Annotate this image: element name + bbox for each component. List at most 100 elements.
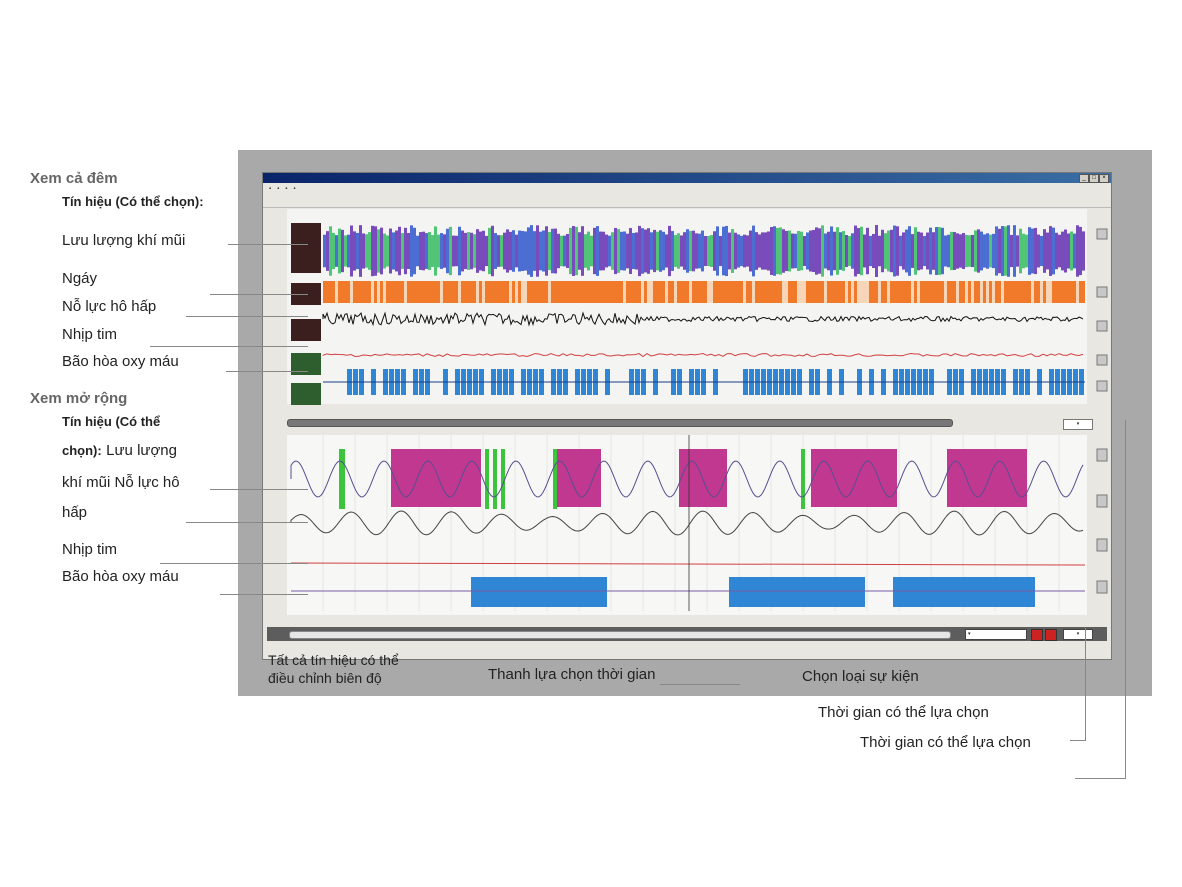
night-resp-effort-label: Nỗ lực hô hấp xyxy=(62,298,157,315)
night-spo2-label: Bão hòa oxy máu xyxy=(62,353,179,370)
snore-bar xyxy=(515,281,518,303)
menu-item[interactable]: ▪ xyxy=(293,186,296,192)
nasal-flow-bar xyxy=(680,235,683,267)
nasal-flow-bar xyxy=(410,225,413,277)
nasal-flow-bar xyxy=(899,235,902,267)
snore-bar xyxy=(1025,281,1028,303)
snore-bar xyxy=(608,281,611,303)
nasal-flow-bar xyxy=(623,231,626,271)
nasal-flow-bar xyxy=(983,234,986,268)
nasal-flow-bar xyxy=(569,227,572,275)
snore-bar xyxy=(860,281,863,303)
snore-bar xyxy=(629,281,632,303)
leader-line xyxy=(150,346,308,347)
time-window-select[interactable]: ▾ xyxy=(1063,629,1093,640)
nasal-flow-bar xyxy=(374,226,377,276)
nasal-flow-bar xyxy=(383,233,386,269)
snore-bar xyxy=(989,281,992,303)
close-button[interactable]: × xyxy=(1099,174,1109,183)
snore-bar xyxy=(935,281,938,303)
snore-bar xyxy=(875,281,878,303)
snore-bar xyxy=(947,281,950,303)
snore-bar xyxy=(1034,281,1037,303)
snore-bar xyxy=(602,281,605,303)
time-bar-label: Thanh lựa chọn thời gian xyxy=(488,666,656,683)
snore-bar xyxy=(1049,281,1052,303)
nasal-flow-bar xyxy=(1013,225,1016,277)
snore-bar xyxy=(1064,281,1067,303)
zoom-select[interactable]: ▾ xyxy=(1063,419,1093,430)
event-type-select[interactable]: ▾ xyxy=(965,629,1027,640)
next-event-button[interactable] xyxy=(1045,629,1057,641)
snore-bar xyxy=(779,281,782,303)
nasal-flow-bar xyxy=(542,230,545,272)
nasal-flow-bar xyxy=(731,229,734,273)
nasal-flow-bar xyxy=(860,226,863,276)
snore-bar xyxy=(968,281,971,303)
snore-bar xyxy=(506,281,509,303)
selectable-time-label-1: Thời gian có thể lựa chọn xyxy=(818,704,989,721)
nasal-flow-bar xyxy=(980,231,983,271)
snore-bar xyxy=(413,281,416,303)
snore-bar xyxy=(770,281,773,303)
nasal-flow-bar xyxy=(929,227,932,275)
snore-bar xyxy=(323,281,326,303)
nasal-flow-bar xyxy=(833,231,836,271)
snore-bar xyxy=(1031,281,1034,303)
nasal-flow-bar xyxy=(590,235,593,267)
snore-bar xyxy=(386,281,389,303)
nasal-flow-bar xyxy=(560,235,563,267)
snore-bar xyxy=(671,281,674,303)
snore-bar xyxy=(950,281,953,303)
time-selection-bar[interactable] xyxy=(289,631,951,639)
nasal-flow-bar xyxy=(491,225,494,277)
nasal-flow-bar xyxy=(635,232,638,270)
snore-bar xyxy=(641,281,644,303)
nasal-flow-bar xyxy=(755,232,758,270)
snore-bar xyxy=(605,281,608,303)
snore-bar xyxy=(941,281,944,303)
snore-bar xyxy=(755,281,758,303)
app-window: _ □ × ▪ ▪ ▪ ▪ ▾ ▾ ▾ xyxy=(262,172,1112,660)
nasal-flow-bar xyxy=(896,226,899,276)
snore-bar xyxy=(599,281,602,303)
menu-item[interactable]: ▪ xyxy=(269,186,272,192)
nasal-flow-bar xyxy=(605,234,608,268)
snore-bar xyxy=(764,281,767,303)
nasal-flow-bar xyxy=(671,231,674,271)
menu-item[interactable]: ▪ xyxy=(285,186,288,192)
snore-bar xyxy=(449,281,452,303)
expanded-signals-line2-bold: chọn): xyxy=(62,443,102,458)
nasal-flow-bar xyxy=(608,235,611,267)
snore-bar xyxy=(740,281,743,303)
snore-bar xyxy=(377,281,380,303)
expanded-view-heading: Xem mở rộng xyxy=(30,390,128,407)
night-view-scrollbar[interactable] xyxy=(287,419,953,427)
nasal-flow-bar xyxy=(668,225,671,277)
snore-bar xyxy=(854,281,857,303)
snore-bar xyxy=(620,281,623,303)
expanded-view-panel xyxy=(287,435,1108,615)
snore-bar xyxy=(752,281,755,303)
menu-item[interactable]: ▪ xyxy=(277,186,280,192)
snore-bar xyxy=(656,281,659,303)
prev-event-button[interactable] xyxy=(1031,629,1043,641)
nasal-flow-bar xyxy=(419,232,422,270)
snore-bar xyxy=(554,281,557,303)
snore-bar xyxy=(392,281,395,303)
snore-bar xyxy=(917,281,920,303)
snore-bar xyxy=(653,281,656,303)
nasal-flow-bar xyxy=(869,235,872,267)
minimize-button[interactable]: _ xyxy=(1079,174,1089,183)
snore-bar xyxy=(1001,281,1004,303)
nasal-flow-bar xyxy=(563,235,566,267)
snore-bar xyxy=(347,281,350,303)
nasal-flow-bar xyxy=(845,235,848,267)
snore-bar xyxy=(1079,281,1082,303)
snore-bar xyxy=(815,281,818,303)
expanded-heart-rate-label: Nhịp tim xyxy=(62,541,118,558)
nasal-flow-bar xyxy=(782,229,785,273)
nasal-flow-bar xyxy=(776,227,779,275)
maximize-button[interactable]: □ xyxy=(1089,174,1099,183)
snore-bar xyxy=(443,281,446,303)
